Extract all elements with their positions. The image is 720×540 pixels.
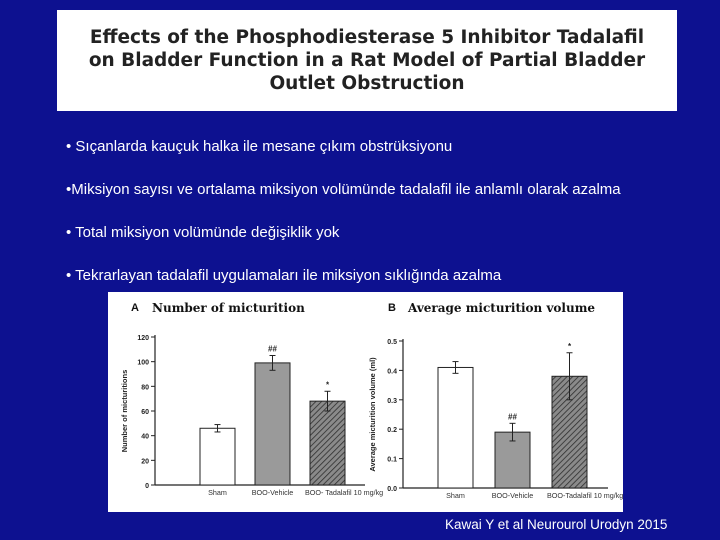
panel-b-letter: B: [388, 302, 396, 314]
panel-b-category-label-2: BOO-Vehicle: [492, 491, 534, 500]
panel-a-significance-3: *: [326, 380, 330, 389]
figure-panel: A Number of micturition 0 20 40 60 80 100 120 Num…: [108, 292, 623, 512]
panel-a-ylabel: Number of micturitions: [120, 370, 129, 453]
panel-b-bar-1: [437, 366, 474, 489]
panel-a-ytick-label: 80: [141, 384, 149, 391]
slide-title: Effects of the Phosphodiesterase 5 Inhib…: [88, 27, 646, 94]
panel-a-bar-3: [309, 400, 346, 486]
bullet-2: •Miksiyon sayısı ve ortalama miksiyon vo…: [66, 181, 621, 198]
panel-a-letter: A: [131, 302, 139, 314]
panel-a-ytick-label: 60: [141, 409, 149, 416]
panel-a-bar-2: [254, 362, 291, 486]
panel-b-ytick-label: 0.4: [387, 368, 397, 375]
panel-a-ytick-label: 120: [137, 335, 149, 342]
panel-a-significance-2: ##: [268, 345, 277, 354]
panel-b-ytick-label: 0.5: [387, 339, 397, 346]
panel-a-ytick-label: 20: [141, 458, 149, 465]
bullet-1: • Sıçanlarda kauçuk halka ile mesane çık…: [66, 138, 453, 155]
panel-a-ytick-label: 0: [145, 483, 149, 490]
panel-a-category-label-3: BOO- Tadalafil 10 mg/kg: [305, 488, 383, 497]
panel-b-category-label-3: BOO-Tadalafil 10 mg/kg: [547, 491, 623, 500]
panel-a-ytick-label: 100: [137, 360, 149, 367]
citation: Kawai Y et al Neurourol Urodyn 2015: [445, 517, 668, 532]
bullet-3: • Total miksiyon volümünde değişiklik yo…: [66, 224, 340, 241]
panel-b-category-label-1: Sham: [446, 491, 465, 500]
bar-charts: A Number of micturition 0 20 40 60 80 100 120 Num…: [120, 301, 623, 500]
panel-b-ytick-label: 0.2: [387, 427, 397, 434]
panel-a-category-label-1: Sham: [208, 488, 227, 497]
panel-a-category-label-2: BOO-Vehicle: [252, 488, 294, 497]
panel-b-significance-2: ##: [508, 412, 517, 421]
panel-b-title: Average micturition volume: [407, 301, 595, 315]
title-box: Effects of the Phosphodiesterase 5 Inhib…: [57, 10, 677, 111]
panel-b-ytick-label: 0.0: [387, 486, 397, 493]
panel-a-title: Number of micturition: [152, 301, 305, 315]
bullet-4: • Tekrarlayan tadalafil uygulamaları ile…: [66, 267, 502, 284]
panel-a-bar-1: [199, 427, 236, 486]
panel-b-ytick-label: 0.1: [387, 457, 397, 464]
panel-b-ylabel: Average micturition volume (ml): [368, 357, 377, 472]
panel-b-significance-3: *: [568, 342, 572, 351]
panel-b-ytick-label: 0.3: [387, 398, 397, 405]
panel-a-ytick-label: 40: [141, 434, 149, 441]
